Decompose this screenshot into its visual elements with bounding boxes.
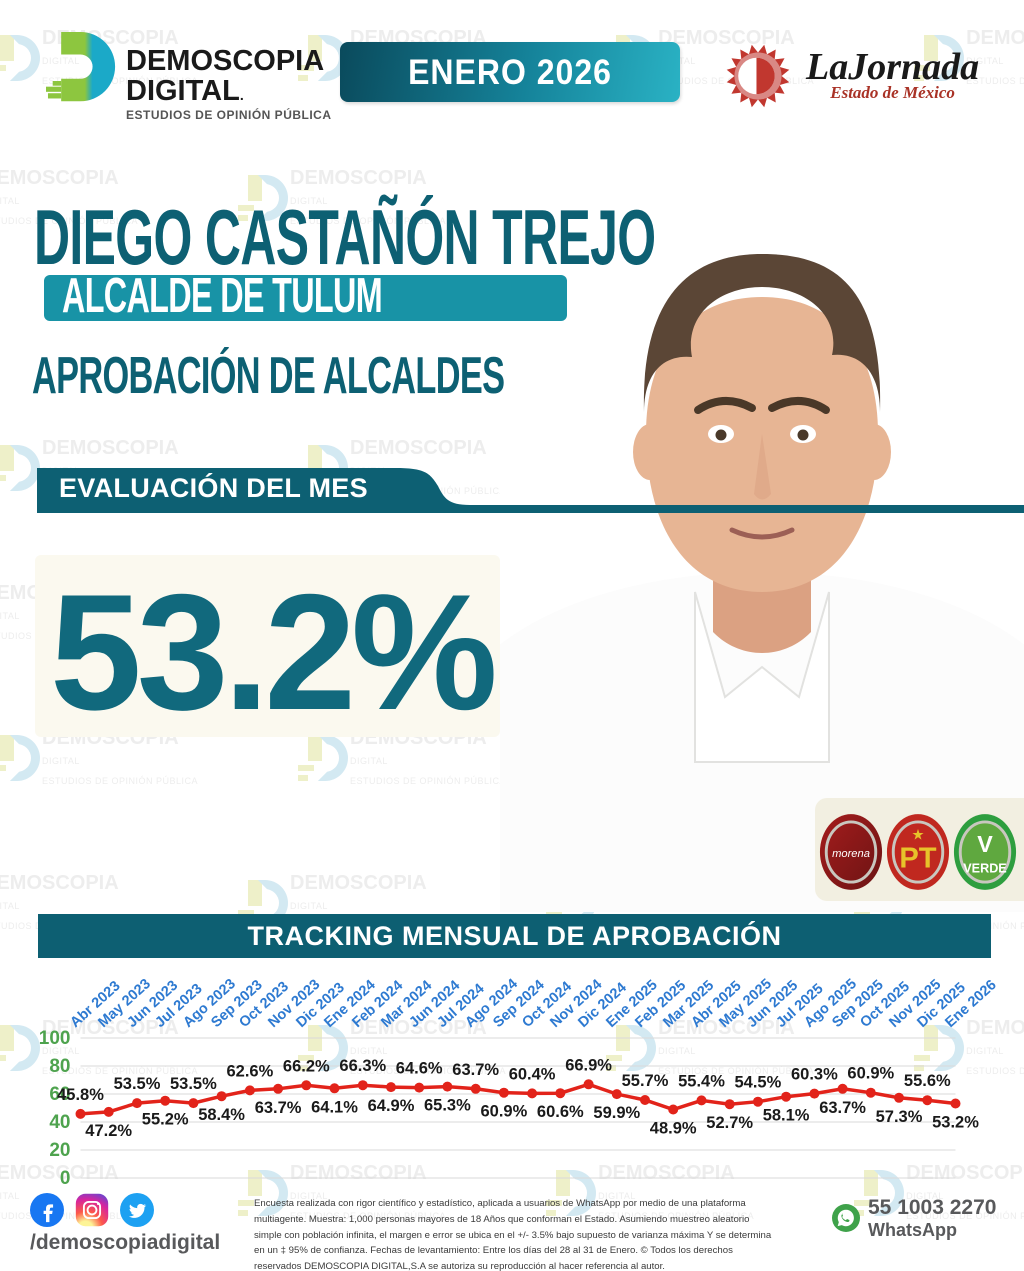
svg-text:60.3%: 60.3% (791, 1066, 838, 1084)
svg-text:66.3%: 66.3% (339, 1057, 386, 1075)
svg-text:60.6%: 60.6% (537, 1103, 584, 1121)
svg-text:65.3%: 65.3% (424, 1097, 471, 1115)
svg-text:53.5%: 53.5% (114, 1075, 161, 1093)
svg-text:63.7%: 63.7% (452, 1061, 499, 1079)
svg-text:53.5%: 53.5% (170, 1075, 217, 1093)
svg-text:66.9%: 66.9% (565, 1056, 612, 1074)
svg-text:60.4%: 60.4% (509, 1065, 556, 1083)
svg-text:60.9%: 60.9% (481, 1103, 528, 1121)
svg-text:54.5%: 54.5% (735, 1074, 782, 1092)
svg-text:53.2%: 53.2% (932, 1114, 979, 1132)
svg-text:★: ★ (911, 827, 924, 843)
svg-text:57.3%: 57.3% (876, 1108, 923, 1126)
svg-text:66.2%: 66.2% (283, 1057, 330, 1075)
svg-text:55.6%: 55.6% (904, 1072, 951, 1090)
svg-text:63.7%: 63.7% (819, 1099, 866, 1117)
svg-text:PT: PT (899, 843, 936, 875)
svg-text:VERDE: VERDE (963, 861, 1006, 875)
svg-text:55.4%: 55.4% (678, 1072, 725, 1090)
svg-text:0: 0 (60, 1168, 71, 1189)
svg-text:80: 80 (49, 1056, 70, 1077)
svg-text:64.9%: 64.9% (368, 1097, 415, 1115)
svg-text:52.7%: 52.7% (706, 1114, 753, 1132)
svg-text:64.1%: 64.1% (311, 1098, 358, 1116)
svg-text:100: 100 (39, 1030, 71, 1049)
svg-text:55.7%: 55.7% (622, 1072, 669, 1090)
svg-text:55.2%: 55.2% (142, 1111, 189, 1129)
svg-text:V: V (977, 831, 993, 857)
svg-text:47.2%: 47.2% (85, 1122, 132, 1140)
svg-text:60.9%: 60.9% (847, 1065, 894, 1083)
svg-text:20: 20 (49, 1140, 70, 1161)
svg-text:morena: morena (832, 848, 870, 860)
svg-text:58.1%: 58.1% (763, 1107, 810, 1125)
svg-text:62.6%: 62.6% (227, 1062, 274, 1080)
svg-text:40: 40 (49, 1112, 70, 1133)
svg-text:58.4%: 58.4% (198, 1106, 245, 1124)
svg-text:45.8%: 45.8% (57, 1086, 104, 1104)
svg-text:63.7%: 63.7% (255, 1099, 302, 1117)
svg-text:59.9%: 59.9% (593, 1104, 640, 1122)
svg-text:64.6%: 64.6% (396, 1060, 443, 1078)
svg-text:48.9%: 48.9% (650, 1120, 697, 1138)
